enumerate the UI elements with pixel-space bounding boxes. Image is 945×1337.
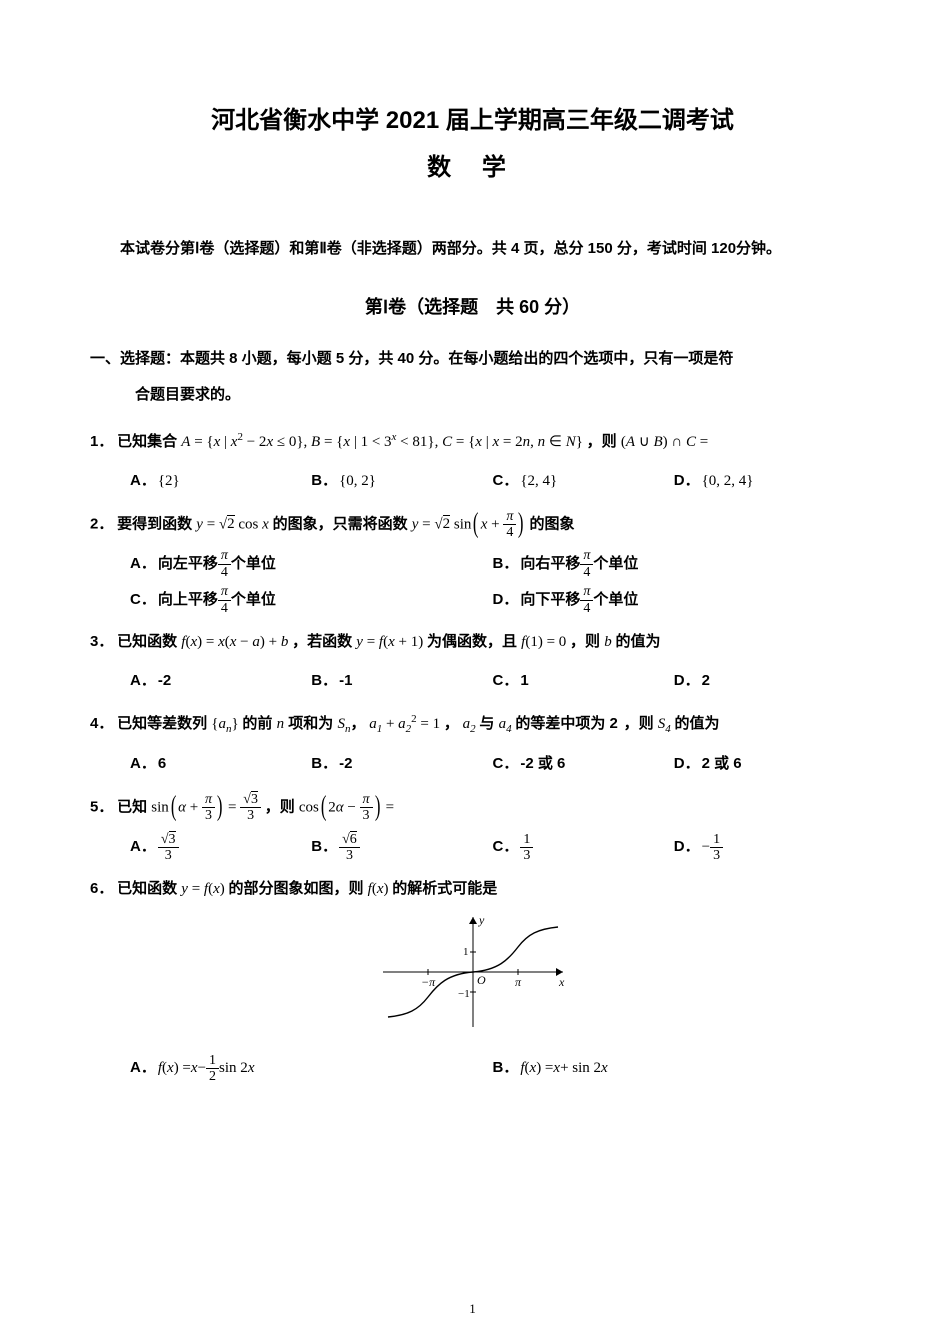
q1-number: 1． — [90, 433, 113, 450]
q3-options: A．-2 B．-1 C．1 D．2 — [90, 663, 855, 699]
svg-text:−π: −π — [421, 975, 436, 989]
q6-opt-b: B． f(x) = x + sin 2x — [493, 1050, 856, 1086]
graph-svg: −π π O 1 −1 x y — [373, 912, 573, 1032]
q4-opt-c: C．-2 或 6 — [493, 746, 674, 782]
q5-options: A．√33 B．√63 C．13 D．− 13 — [90, 829, 855, 865]
q3-stem-p1: 已知函数 — [117, 633, 181, 650]
exam-info: 本试卷分第Ⅰ卷（选择题）和第Ⅱ卷（非选择题）两部分。共 4 页，总分 150 分… — [90, 232, 855, 265]
q1-set-c: C — [442, 434, 452, 450]
q3-stem-p2: ，若函数 — [292, 633, 356, 650]
q3-opt-c: C．1 — [493, 663, 674, 699]
page-number: 1 — [0, 1301, 945, 1317]
q1-set-b: B — [311, 434, 320, 450]
q4-options: A．6 B．-2 C．-2 或 6 D．2 或 6 — [90, 746, 855, 782]
q6-graph: −π π O 1 −1 x y — [90, 912, 855, 1043]
q2-func1: y — [196, 516, 203, 532]
q3-stem-p3: 为偶函数，且 — [427, 633, 521, 650]
question-1: 1． 已知集合 A = {x | x2 − 2x ≤ 0}, B = {x | … — [90, 427, 855, 499]
svg-text:y: y — [478, 913, 485, 927]
section-header: 第Ⅰ卷（选择题 共 60 分） — [90, 293, 855, 319]
q2-number: 2． — [90, 515, 113, 532]
q5-number: 5． — [90, 798, 113, 815]
q6-options: A． f(x) = x − 12 sin 2x B． f(x) = x + si… — [90, 1050, 855, 1086]
question-3: 3． 已知函数 f(x) = x(x − a) + b ，若函数 y = f(x… — [90, 628, 855, 699]
q2-stem-p2: 的图象，只需将函数 — [273, 515, 412, 532]
q3-stem-p4: ，则 — [570, 633, 604, 650]
svg-text:O: O — [477, 973, 486, 987]
svg-text:−1: −1 — [458, 988, 470, 1000]
instr-line1: 一、选择题：本题共 8 小题，每小题 5 分，共 40 分。在每小题给出的四个选… — [90, 350, 733, 367]
q1-opt-b: B．{0, 2} — [311, 463, 492, 499]
q2-opt-c: C．向上平移 π4 个单位 — [130, 582, 493, 618]
q6-number: 6． — [90, 880, 113, 897]
q1-opt-d: D．{0, 2, 4} — [674, 463, 855, 499]
q5-opt-c: C．13 — [493, 829, 674, 865]
svg-text:π: π — [515, 975, 522, 989]
svg-text:x: x — [558, 975, 565, 989]
q2-opt-d: D．向下平移 π4 个单位 — [493, 582, 856, 618]
svg-text:1: 1 — [463, 946, 469, 958]
q5-opt-b: B．√63 — [311, 829, 492, 865]
q2-opt-a: A．向左平移 π4 个单位 — [130, 546, 493, 582]
q1-expr-end: (A ∪ B) ∩ C = — [621, 434, 708, 450]
q2-stem-p1: 要得到函数 — [117, 515, 196, 532]
q2-stem-p3: 的图象 — [529, 515, 574, 532]
q1-stem-suffix: ，则 — [587, 433, 621, 450]
question-2: 2． 要得到函数 y = √2 cos x 的图象，只需将函数 y = √2 s… — [90, 509, 855, 619]
q4-number: 4． — [90, 715, 113, 732]
q3-stem-p5: 的值为 — [615, 633, 660, 650]
question-4: 4． 已知等差数列 {an} 的前 n 项和为 Sn， a1 + a22 = 1… — [90, 709, 855, 782]
q3-opt-a: A．-2 — [130, 663, 311, 699]
q1-opt-c: C．{2, 4} — [493, 463, 674, 499]
section-instructions: 一、选择题：本题共 8 小题，每小题 5 分，共 40 分。在每小题给出的四个选… — [90, 341, 855, 413]
instr-line2: 合题目要求的。 — [90, 377, 855, 413]
question-5: 5． 已知 sin(α + π3) = √33 ，则 cos(2α − π3) … — [90, 792, 855, 866]
q1-opt-a: A．{2} — [130, 463, 311, 499]
q6-opt-a: A． f(x) = x − 12 sin 2x — [130, 1050, 493, 1086]
q2-options: A．向左平移 π4 个单位 B．向右平移 π4 个单位 C．向上平移 π4 个单… — [90, 546, 855, 618]
q4-opt-d: D．2 或 6 — [674, 746, 855, 782]
q2-opt-b: B．向右平移 π4 个单位 — [493, 546, 856, 582]
title-main: 河北省衡水中学 2021 届上学期高三年级二调考试 — [90, 100, 855, 135]
q5-opt-a: A．√33 — [130, 829, 311, 865]
q3-number: 3． — [90, 633, 113, 650]
question-6: 6． 已知函数 y = f(x) 的部分图象如图，则 f(x) 的解析式可能是 … — [90, 875, 855, 1086]
q4-opt-a: A．6 — [130, 746, 311, 782]
q1-stem-prefix: 已知集合 — [117, 433, 181, 450]
title-sub: 数 学 — [90, 147, 855, 182]
q4-opt-b: B．-2 — [311, 746, 492, 782]
q5-opt-d: D．− 13 — [674, 829, 855, 865]
q3-opt-b: B．-1 — [311, 663, 492, 699]
q3-opt-d: D．2 — [674, 663, 855, 699]
q4-stem-p1: 已知等差数列 — [117, 715, 211, 732]
q1-options: A．{2} B．{0, 2} C．{2, 4} D．{0, 2, 4} — [90, 463, 855, 499]
